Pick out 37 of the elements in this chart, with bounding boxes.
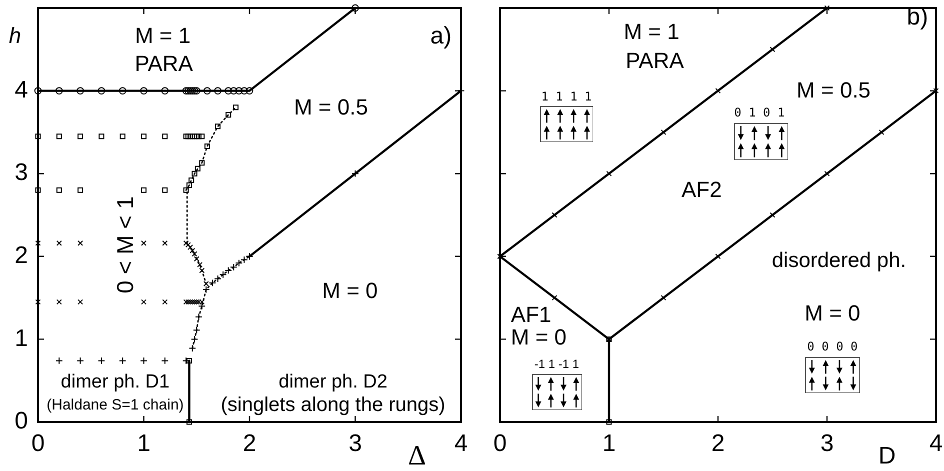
annotation: M = 0 [804,300,860,326]
y-tick-label: 1 [14,324,28,352]
x-tick-label: 2 [711,430,725,458]
annotation: 0 < M < 1 [112,196,138,294]
annotation: 1 1 1 1 [541,90,592,104]
annotation: 0 0 0 0 [807,340,858,354]
annotation: disordered ph. [772,249,906,272]
y-axis-title: h [8,23,22,48]
x-axis-title: Δ [408,440,426,471]
x-tick-label: 0 [493,430,507,458]
annotation: 0 1 0 1 [734,105,785,120]
x-tick-label: 4 [929,430,943,458]
annotation: (singlets along the rungs) [220,394,446,416]
x-tick-label: 1 [137,430,150,458]
annotation: dimer ph. D2 [278,371,388,392]
x-tick-label: 1 [602,430,616,458]
annotation: M = 0 [322,278,378,304]
annotation: (Haldane S=1 chain) [46,396,184,414]
y-tick-label: 2 [14,242,28,270]
annotation: PARA [134,51,194,76]
annotation: AF2 [681,177,722,202]
annotation: dimer ph. D1 [60,371,170,392]
x-tick-label: 3 [820,430,834,458]
y-tick-label: 4 [14,76,28,104]
annotation: M = 1 [134,23,191,48]
y-tick-label: 0 [14,408,28,435]
x-tick-label: 4 [454,430,468,458]
annotation: M = 0.5 [796,78,871,103]
annotation: -1 1 -1 1 [534,357,580,372]
annotation: M = 1 [624,18,680,44]
annotation: M = 0.5 [294,94,368,120]
annotation: PARA [626,48,684,73]
x-tick-label: 3 [348,430,362,458]
annotation: a) [430,22,452,50]
y-tick-label: 3 [14,159,28,186]
x-tick-label: 2 [242,430,256,458]
x-axis-title: D [878,442,896,470]
